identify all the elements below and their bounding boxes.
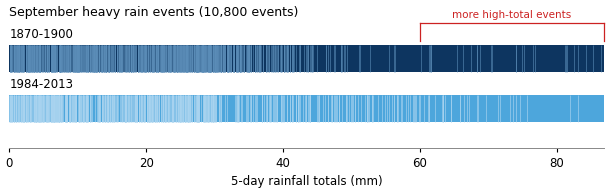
Bar <box>9 45 605 72</box>
Text: September heavy rain events (10,800 events): September heavy rain events (10,800 even… <box>9 6 299 19</box>
Text: 1984-2013: 1984-2013 <box>9 78 73 91</box>
Text: 1870-1900: 1870-1900 <box>9 28 73 41</box>
X-axis label: 5-day rainfall totals (mm): 5-day rainfall totals (mm) <box>231 175 382 188</box>
Text: more high-total events: more high-total events <box>453 10 572 20</box>
Bar <box>9 94 605 122</box>
